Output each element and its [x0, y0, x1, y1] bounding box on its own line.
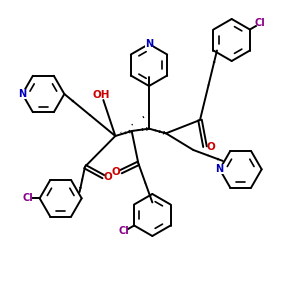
Text: N: N	[145, 39, 153, 49]
Text: O: O	[207, 142, 215, 152]
Text: O: O	[104, 172, 113, 182]
Text: Cl: Cl	[255, 19, 266, 28]
Text: Cl: Cl	[22, 193, 33, 203]
Text: Cl: Cl	[118, 226, 129, 236]
Text: OH: OH	[93, 90, 110, 100]
Text: N: N	[18, 89, 26, 99]
Text: O: O	[112, 167, 120, 177]
Text: N: N	[216, 164, 224, 174]
